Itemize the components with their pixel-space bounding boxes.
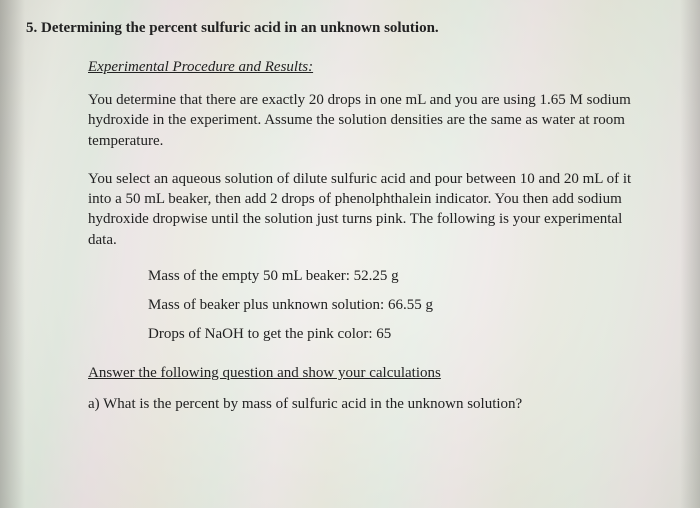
data-row-mass-beaker-solution: Mass of beaker plus unknown solution: 66… xyxy=(148,297,662,314)
subquestion-a: a) What is the percent by mass of sulfur… xyxy=(88,396,662,413)
procedure-para-1: You determine that there are exactly 20 … xyxy=(88,90,652,151)
procedure-heading: Experimental Procedure and Results: xyxy=(88,59,662,76)
data-row-mass-empty-beaker: Mass of the empty 50 mL beaker: 52.25 g xyxy=(148,268,662,285)
page-shadow-left xyxy=(0,0,25,508)
question-title: 5. Determining the percent sulfuric acid… xyxy=(26,20,662,37)
procedure-para-2: You select an aqueous solution of dilute… xyxy=(88,169,652,250)
page-shadow-right xyxy=(680,0,700,508)
answer-heading: Answer the following question and show y… xyxy=(88,365,662,382)
data-row-drops-naoh: Drops of NaOH to get the pink color: 65 xyxy=(148,326,662,343)
